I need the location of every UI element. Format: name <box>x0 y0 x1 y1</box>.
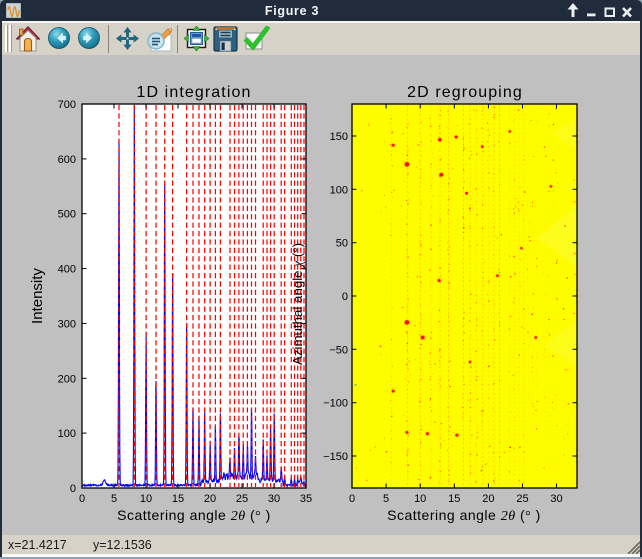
svg-text:100: 100 <box>58 428 76 440</box>
svg-text:30: 30 <box>550 493 562 505</box>
svg-text:−150: −150 <box>323 451 348 463</box>
svg-text:25: 25 <box>516 493 528 505</box>
svg-text:10: 10 <box>414 493 426 505</box>
svg-text:Azimuthal angle χ (°): Azimuthal angle χ (°) <box>290 243 305 365</box>
svg-text:−100: −100 <box>323 398 348 410</box>
svg-text:35: 35 <box>300 493 312 505</box>
svg-text:5: 5 <box>111 493 117 505</box>
svg-text:500: 500 <box>58 209 76 221</box>
svg-text:300: 300 <box>58 318 76 330</box>
svg-text:150: 150 <box>330 131 348 143</box>
svg-text:50: 50 <box>336 238 348 250</box>
svg-text:Scattering angle 2θ (° ): Scattering angle 2θ (° ) <box>117 507 271 524</box>
svg-text:−50: −50 <box>329 344 348 356</box>
svg-text:20: 20 <box>204 493 216 505</box>
svg-text:Scattering angle 2θ (° ): Scattering angle 2θ (° ) <box>387 507 541 524</box>
svg-text:1D integration: 1D integration <box>136 84 251 101</box>
svg-text:0: 0 <box>349 493 355 505</box>
svg-text:20: 20 <box>482 493 494 505</box>
svg-text:25: 25 <box>236 493 248 505</box>
svg-text:700: 700 <box>58 99 76 111</box>
svg-text:0: 0 <box>342 291 348 303</box>
svg-text:30: 30 <box>268 493 280 505</box>
svg-text:400: 400 <box>58 264 76 276</box>
svg-text:100: 100 <box>330 184 348 196</box>
svg-text:15: 15 <box>448 493 460 505</box>
svg-text:0: 0 <box>79 493 85 505</box>
svg-text:5: 5 <box>383 493 389 505</box>
svg-text:10: 10 <box>140 493 152 505</box>
svg-text:200: 200 <box>58 373 76 385</box>
svg-text:0: 0 <box>70 483 76 495</box>
svg-text:600: 600 <box>58 154 76 166</box>
svg-text:2D regrouping: 2D regrouping <box>407 84 523 101</box>
svg-text:15: 15 <box>172 493 184 505</box>
svg-text:Intensity: Intensity <box>29 268 46 324</box>
